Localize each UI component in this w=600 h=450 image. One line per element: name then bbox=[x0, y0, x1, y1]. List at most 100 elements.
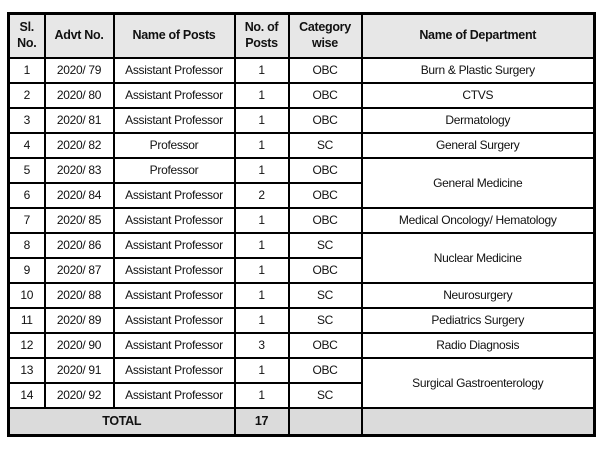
table-row: 5 2020/ 83 Professor 1 OBC General Medicine bbox=[7, 156, 596, 209]
cell-advt-no: 2020/ 90 bbox=[43, 331, 115, 359]
cell-advt-no: 2020/ 81 bbox=[43, 106, 115, 134]
table-row: 1 2020/ 79 Assistant Professor 1 OBC Burn & P… bbox=[7, 56, 596, 84]
cell-no-of-posts: 1 bbox=[233, 256, 290, 284]
cell-sl-no: 7 bbox=[7, 206, 46, 234]
cell-advt-no: 2020/ 79 bbox=[43, 56, 115, 84]
cell-post-name: Professor bbox=[112, 156, 236, 184]
table-row: 10 2020/ 88 Assistant Professor 1 SC Neurosur… bbox=[7, 281, 596, 309]
cell-department: Surgical Gastroenterology bbox=[360, 356, 596, 409]
cell-no-of-posts: 3 bbox=[233, 331, 290, 359]
table-row: 8 2020/ 86 Assistant Professor 1 SC Nuclear M… bbox=[7, 231, 596, 284]
cell-advt-no: 2020/ 89 bbox=[43, 306, 115, 334]
cell-no-of-posts: 1 bbox=[233, 206, 290, 234]
cell-category: OBC bbox=[287, 156, 363, 184]
table-row: 14 2020/ 92 Assistant Professor 1 SC bbox=[7, 381, 595, 409]
cell-advt-no: 2020/ 91 bbox=[43, 356, 115, 384]
cell-category: OBC bbox=[287, 56, 363, 84]
table-row: 12 2020/ 90 Assistant Professor 3 OBC Radio D… bbox=[7, 331, 596, 359]
cell-sl-no: 10 bbox=[7, 281, 46, 309]
cell-category: OBC bbox=[287, 356, 363, 384]
cell-sl-no: 5 bbox=[7, 156, 46, 184]
total-posts-value: 17 bbox=[233, 406, 290, 437]
cell-category: OBC bbox=[287, 331, 363, 359]
cell-department: Nuclear Medicine bbox=[360, 231, 596, 284]
total-label: TOTAL bbox=[7, 406, 236, 437]
table-row: 11 2020/ 89 Assistant Professor 1 SC Pediatri… bbox=[7, 306, 596, 334]
cell-category: SC bbox=[287, 381, 363, 409]
cell-post-name: Professor bbox=[112, 131, 236, 159]
cell-sl-no: 8 bbox=[7, 231, 46, 259]
cell-post-name: Assistant Professor bbox=[112, 231, 236, 259]
cell-category: OBC bbox=[287, 206, 363, 234]
cell-advt-no: 2020/ 80 bbox=[43, 81, 115, 109]
header-sl-no: Sl. No. bbox=[7, 12, 46, 59]
cell-post-name: Assistant Professor bbox=[112, 256, 236, 284]
table-row: 3 2020/ 81 Assistant Professor 1 OBC Dermatol… bbox=[7, 106, 596, 134]
cell-no-of-posts: 1 bbox=[233, 356, 290, 384]
table-row: 13 2020/ 91 Assistant Professor 1 OBC Surgica… bbox=[7, 356, 596, 409]
header-row: Sl. No. Advt No. Name of Posts No. of Po… bbox=[7, 12, 596, 59]
table-header: Sl. No. Advt No. Name of Posts No. of Po… bbox=[7, 12, 596, 59]
cell-sl-no: 1 bbox=[7, 56, 46, 84]
cell-department: Pediatrics Surgery bbox=[360, 306, 596, 334]
cell-sl-no: 3 bbox=[7, 106, 46, 134]
cell-category: SC bbox=[287, 306, 363, 334]
cell-sl-no: 4 bbox=[7, 131, 46, 159]
total-row: TOTAL 17 bbox=[7, 406, 596, 437]
cell-department: CTVS bbox=[360, 81, 596, 109]
table-row: 4 2020/ 82 Professor 1 SC General Surgery bbox=[7, 131, 596, 159]
cell-category: SC bbox=[287, 131, 363, 159]
cell-department: Burn & Plastic Surgery bbox=[360, 56, 596, 84]
cell-category: SC bbox=[287, 281, 363, 309]
cell-advt-no: 2020/ 83 bbox=[43, 156, 115, 184]
cell-category: OBC bbox=[287, 106, 363, 134]
cell-no-of-posts: 1 bbox=[233, 231, 290, 259]
cell-sl-no: 9 bbox=[7, 256, 46, 284]
total-department-empty-cell bbox=[360, 406, 596, 437]
header-name-of-department: Name of Department bbox=[360, 12, 596, 59]
cell-category: OBC bbox=[287, 256, 363, 284]
table-row: 7 2020/ 85 Assistant Professor 1 OBC Medical … bbox=[7, 206, 596, 234]
cell-advt-no: 2020/ 82 bbox=[43, 131, 115, 159]
table-row: 2 2020/ 80 Assistant Professor 1 OBC CTVS bbox=[7, 81, 596, 109]
cell-advt-no: 2020/ 92 bbox=[43, 381, 115, 409]
cell-category: OBC bbox=[287, 181, 363, 209]
header-name-of-posts: Name of Posts bbox=[112, 12, 236, 59]
cell-post-name: Assistant Professor bbox=[112, 356, 236, 384]
table-row: 9 2020/ 87 Assistant Professor 1 OBC bbox=[7, 256, 595, 284]
cell-sl-no: 14 bbox=[7, 381, 46, 409]
cell-department: General Medicine bbox=[360, 156, 596, 209]
cell-sl-no: 6 bbox=[7, 181, 46, 209]
vacancy-table: Sl. No. Advt No. Name of Posts No. of Po… bbox=[7, 12, 596, 437]
cell-department: General Surgery bbox=[360, 131, 596, 159]
cell-no-of-posts: 1 bbox=[233, 306, 290, 334]
cell-advt-no: 2020/ 87 bbox=[43, 256, 115, 284]
cell-sl-no: 2 bbox=[7, 81, 46, 109]
cell-post-name: Assistant Professor bbox=[112, 181, 236, 209]
cell-advt-no: 2020/ 84 bbox=[43, 181, 115, 209]
cell-post-name: Assistant Professor bbox=[112, 306, 236, 334]
cell-post-name: Assistant Professor bbox=[112, 281, 236, 309]
cell-sl-no: 12 bbox=[7, 331, 46, 359]
total-category-empty-cell bbox=[287, 406, 363, 437]
cell-department: Neurosurgery bbox=[360, 281, 596, 309]
cell-post-name: Assistant Professor bbox=[112, 81, 236, 109]
cell-post-name: Assistant Professor bbox=[112, 206, 236, 234]
cell-category: SC bbox=[287, 231, 363, 259]
cell-post-name: Assistant Professor bbox=[112, 381, 236, 409]
cell-department: Dermatology bbox=[360, 106, 596, 134]
table-row: 6 2020/ 84 Assistant Professor 2 OBC bbox=[7, 181, 595, 209]
table-footer: TOTAL 17 bbox=[7, 406, 596, 437]
cell-advt-no: 2020/ 86 bbox=[43, 231, 115, 259]
cell-no-of-posts: 1 bbox=[233, 81, 290, 109]
table-body: 1 2020/ 79 Assistant Professor 1 OBC Burn & P… bbox=[7, 56, 596, 409]
cell-advt-no: 2020/ 85 bbox=[43, 206, 115, 234]
cell-no-of-posts: 1 bbox=[233, 106, 290, 134]
cell-post-name: Assistant Professor bbox=[112, 56, 236, 84]
cell-sl-no: 13 bbox=[7, 356, 46, 384]
cell-no-of-posts: 1 bbox=[233, 156, 290, 184]
header-category-wise: Category wise bbox=[287, 12, 363, 59]
cell-advt-no: 2020/ 88 bbox=[43, 281, 115, 309]
cell-no-of-posts: 1 bbox=[233, 56, 290, 84]
